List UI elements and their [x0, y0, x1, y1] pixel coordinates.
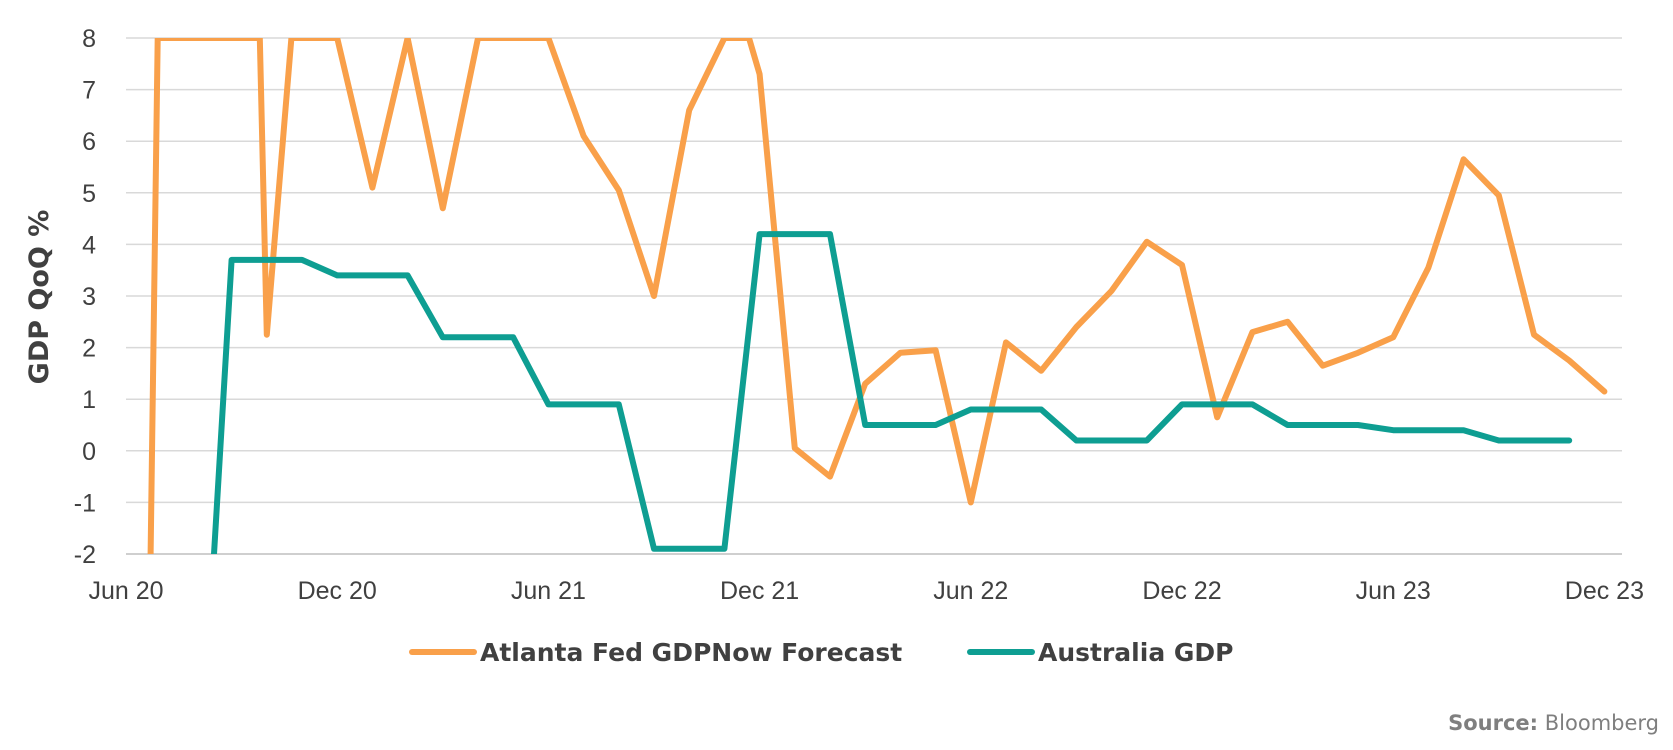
- source-text: Bloomberg: [1544, 711, 1659, 735]
- y-tick-label: 8: [82, 25, 96, 53]
- y-tick-label: 7: [82, 77, 96, 105]
- y-tick-label: 1: [82, 386, 96, 414]
- x-tick-label: Dec 22: [1142, 577, 1221, 605]
- y-tick-label: 0: [82, 438, 96, 466]
- y-axis-title: GDP QoQ %: [24, 210, 55, 385]
- y-tick-label: -2: [74, 541, 96, 569]
- series-lines: [147, 38, 1608, 554]
- y-tick-label: 5: [82, 180, 96, 208]
- y-axis-tick-labels: -2 -1 0 1 2 3 4 5 6 7 8: [74, 25, 96, 569]
- legend-label-gdpnow: Atlanta Fed GDPNow Forecast: [480, 638, 902, 667]
- series-line-gdpnow: [147, 38, 1608, 554]
- y-tick-label: -1: [74, 489, 96, 517]
- source-label: Source:: [1448, 711, 1539, 735]
- legend-label-australia: Australia GDP: [1038, 638, 1233, 667]
- source-note: Source: Bloomberg: [1448, 711, 1659, 735]
- gridlines: [126, 37, 1622, 555]
- series-line-australia: [211, 231, 1573, 554]
- legend: Atlanta Fed GDPNow Forecast Australia GD…: [409, 638, 1233, 667]
- x-axis-tick-labels: Jun 20 Dec 20 Jun 21 Dec 21 Jun 22 Dec 22 Jun …: [88, 577, 1644, 605]
- y-tick-label: 2: [82, 335, 96, 363]
- y-tick-label: 3: [82, 283, 96, 311]
- x-tick-label: Jun 23: [1356, 577, 1431, 605]
- x-tick-label: Dec 21: [720, 577, 799, 605]
- x-tick-label: Jun 21: [511, 577, 586, 605]
- x-tick-label: Dec 20: [298, 577, 377, 605]
- y-tick-label: 6: [82, 128, 96, 156]
- x-tick-label: Jun 22: [933, 577, 1008, 605]
- x-tick-label: Jun 20: [88, 577, 163, 605]
- x-tick-label: Dec 23: [1565, 577, 1644, 605]
- y-tick-label: 4: [82, 231, 96, 259]
